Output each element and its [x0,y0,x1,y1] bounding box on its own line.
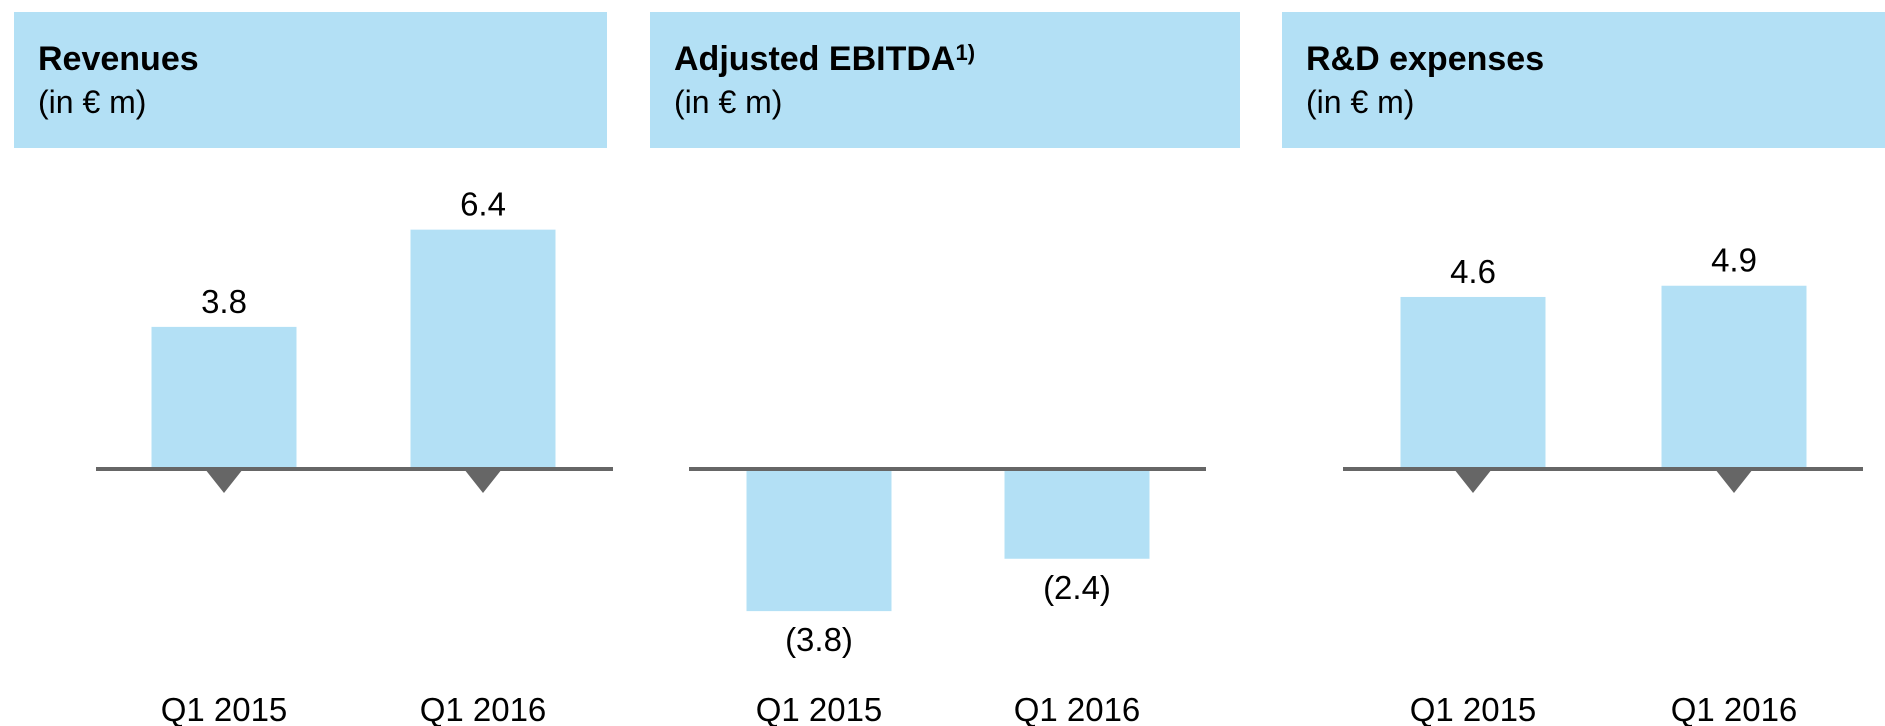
x-tick-label: Q1 2016 [1014,691,1141,726]
marker [1715,469,1753,493]
x-tick-label: Q1 2015 [1410,691,1537,726]
x-tick-label: Q1 2015 [756,691,883,726]
header-box [1282,12,1885,148]
marker [205,469,243,493]
header-box [14,12,607,148]
chart-subtitle: (in € m) [674,84,782,120]
chart-title: Revenues [38,40,199,78]
bar [410,229,556,469]
bar [1661,285,1807,469]
value-label: (2.4) [1043,569,1111,606]
value-label: 6.4 [460,186,506,223]
x-tick-label: Q1 2016 [420,691,547,726]
marker [464,469,502,493]
value-label: 3.8 [201,283,247,320]
bar [1400,296,1546,469]
chart-subtitle: (in € m) [38,84,146,120]
footnote-marker: 1) [955,40,975,65]
title-text: Adjusted EBITDA [674,40,955,78]
value-label: 4.9 [1711,242,1757,279]
header-box [650,12,1240,148]
x-tick-label: Q1 2015 [161,691,288,726]
chart-title: Adjusted EBITDA1) [674,40,975,78]
x-tick-label: Q1 2016 [1671,691,1798,726]
marker [1454,469,1492,493]
value-label: 4.6 [1450,253,1496,290]
title-text: Revenues [38,40,199,78]
title-text: R&D expenses [1306,40,1544,78]
bar [151,326,297,469]
bar [1004,469,1150,559]
chart-title: R&D expenses [1306,40,1544,78]
bar [746,469,892,612]
value-label: (3.8) [785,621,853,658]
chart-subtitle: (in € m) [1306,84,1414,120]
